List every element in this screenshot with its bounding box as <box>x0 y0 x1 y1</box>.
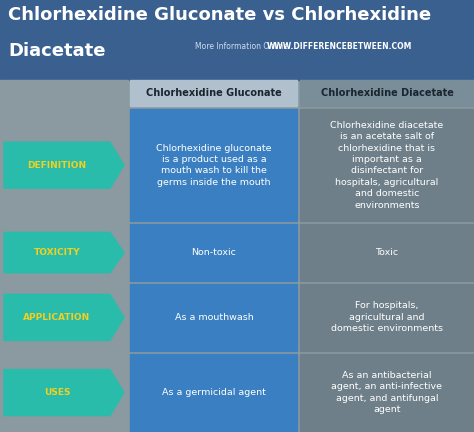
Text: WWW.DIFFERENCEBETWEEN.COM: WWW.DIFFERENCEBETWEEN.COM <box>267 42 412 51</box>
Text: As a mouthwash: As a mouthwash <box>174 313 254 322</box>
Text: Diacetate: Diacetate <box>8 42 106 60</box>
Text: More Information Online: More Information Online <box>195 42 288 51</box>
Text: Chlorhexidine Gluconate: Chlorhexidine Gluconate <box>146 88 282 98</box>
Polygon shape <box>4 142 124 188</box>
Text: Chlorhexidine diacetate
is an acetate salt of
chlоrhexidine that is
important as: Chlorhexidine diacetate is an acetate sa… <box>330 121 444 210</box>
Bar <box>130 109 297 222</box>
Bar <box>300 80 474 106</box>
Text: TOXICITY: TOXICITY <box>34 248 80 257</box>
Text: As an antibacterial
agent, an anti-infective
agent, and antifungal
agent: As an antibacterial agent, an anti-infec… <box>331 371 443 414</box>
Text: Chlorhexidine gluconate
is a product used as a
mouth wash to kill the
germs insi: Chlorhexidine gluconate is a product use… <box>156 143 272 187</box>
Text: Non-toxic: Non-toxic <box>191 248 237 257</box>
Text: For hospitals,
agricultural and
domestic environments: For hospitals, agricultural and domestic… <box>331 302 443 334</box>
Text: Chlorhexidine Gluconate vs Chlorhexidine: Chlorhexidine Gluconate vs Chlorhexidine <box>8 6 431 24</box>
Bar <box>0 80 128 428</box>
Text: APPLICATION: APPLICATION <box>23 313 91 322</box>
Text: Toxic: Toxic <box>375 248 399 257</box>
Text: DEFINITION: DEFINITION <box>27 161 87 170</box>
Bar <box>130 354 297 431</box>
Polygon shape <box>4 295 124 340</box>
Bar <box>300 225 474 281</box>
Bar <box>300 354 474 431</box>
Bar <box>0 0 474 80</box>
Bar <box>130 284 297 351</box>
Bar <box>130 80 297 106</box>
Bar <box>300 284 474 351</box>
Polygon shape <box>4 370 124 416</box>
Text: As a germicidal agent: As a germicidal agent <box>162 388 266 397</box>
Bar <box>130 225 297 281</box>
Polygon shape <box>4 232 124 273</box>
Bar <box>300 109 474 222</box>
Text: Chlorhexidine Diacetate: Chlorhexidine Diacetate <box>320 88 454 98</box>
Text: USES: USES <box>44 388 70 397</box>
